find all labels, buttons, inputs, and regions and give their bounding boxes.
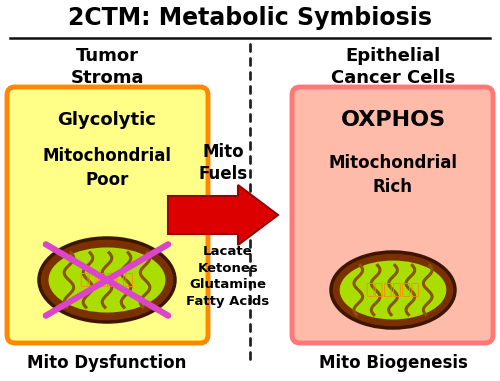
Text: முடுடு: முடுடு	[366, 282, 420, 298]
Text: OXPHOS: OXPHOS	[340, 110, 446, 130]
Text: Mitochondrial
Rich: Mitochondrial Rich	[328, 154, 458, 196]
Text: 2CTM: Metabolic Symbiosis: 2CTM: Metabolic Symbiosis	[68, 6, 432, 30]
Text: Mitochondrial
Poor: Mitochondrial Poor	[42, 147, 172, 189]
Text: Mito Biogenesis: Mito Biogenesis	[318, 354, 468, 372]
Text: Glycolytic: Glycolytic	[58, 111, 156, 129]
Ellipse shape	[39, 238, 175, 322]
Ellipse shape	[340, 261, 446, 319]
Text: Mito
Fuels: Mito Fuels	[198, 143, 248, 183]
FancyBboxPatch shape	[292, 87, 493, 343]
Text: Lacate
Ketones
Glutamine
Fatty Acids: Lacate Ketones Glutamine Fatty Acids	[186, 245, 270, 307]
Text: Tumor
Stroma: Tumor Stroma	[70, 47, 144, 87]
Ellipse shape	[331, 252, 455, 328]
Text: Mito Dysfunction: Mito Dysfunction	[28, 354, 186, 372]
FancyArrow shape	[168, 185, 278, 245]
Text: முடுடு: முடுடு	[80, 272, 134, 288]
Text: Epithelial
Cancer Cells: Epithelial Cancer Cells	[331, 47, 455, 87]
Ellipse shape	[48, 247, 166, 312]
FancyBboxPatch shape	[7, 87, 208, 343]
